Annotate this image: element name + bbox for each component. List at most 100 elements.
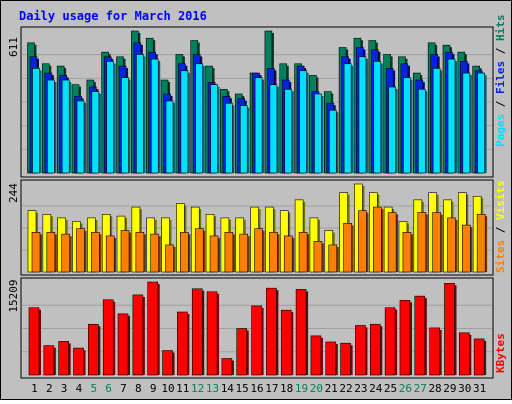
pages-bar <box>358 56 367 174</box>
kbytes-bar <box>177 311 188 376</box>
day-label: 21 <box>325 382 338 395</box>
day-label: 22 <box>339 382 352 395</box>
kbytes-bar <box>117 313 129 376</box>
kbytes-bar <box>340 342 351 376</box>
day-label: 18 <box>280 382 293 395</box>
kbytes-bar <box>266 287 277 376</box>
sites-bar <box>165 244 174 273</box>
legend-hits-files-pages: Pages / Files / Hits <box>494 15 507 148</box>
legend-kbytes: KBytes <box>494 333 507 373</box>
sites-bar <box>209 235 219 273</box>
legend-visits: Visits <box>494 180 507 220</box>
kbytes-bar <box>88 323 99 376</box>
kbytes-bar <box>221 358 233 376</box>
sites-bar <box>476 213 486 273</box>
sites-bar <box>91 232 100 273</box>
sites-bar <box>61 233 70 273</box>
sites-bar <box>105 235 115 273</box>
sites-bar <box>283 235 293 273</box>
pages-bar <box>76 100 85 174</box>
sites-bar <box>313 241 323 273</box>
pages-bar <box>373 61 382 174</box>
kbytes-bar <box>102 299 114 376</box>
pages-bar <box>106 61 114 174</box>
sites-bar <box>239 233 249 273</box>
kbytes-bar <box>459 332 470 376</box>
sites-bar <box>462 224 471 273</box>
max-label-hits: 611 <box>7 37 20 57</box>
sites-bar <box>343 223 352 273</box>
sites-bar <box>180 232 189 273</box>
pages-bar <box>150 58 159 174</box>
sites-bar <box>298 232 308 273</box>
pages-bar <box>388 86 396 174</box>
legend-separator: / <box>494 94 507 114</box>
kbytes-bar <box>28 307 40 376</box>
day-label: 3 <box>61 382 68 395</box>
pages-bar <box>269 84 278 174</box>
pages-bar <box>403 77 411 174</box>
day-label: 23 <box>354 382 367 395</box>
sites-bar <box>358 210 367 273</box>
legend-files: Files <box>494 61 507 94</box>
kbytes-bar <box>58 341 69 376</box>
kbytes-bar <box>384 307 396 376</box>
sites-bar <box>447 217 456 273</box>
day-label: 2 <box>46 382 53 395</box>
day-label: 28 <box>428 382 441 395</box>
kbytes-bar <box>206 291 218 376</box>
kbytes-bar <box>429 327 440 376</box>
day-label: 30 <box>458 382 471 395</box>
day-label: 24 <box>369 382 383 395</box>
sites-bar <box>150 233 160 273</box>
sites-bar <box>402 232 412 273</box>
legend-sites-visits: Sites / Visits <box>494 180 507 273</box>
sites-bar <box>387 212 397 273</box>
pages-bar <box>239 105 248 174</box>
day-label: 12 <box>191 382 204 395</box>
day-label: 26 <box>399 382 412 395</box>
pages-bar <box>418 89 426 174</box>
max-label-kbytes: 15209 <box>7 279 20 312</box>
sites-bar <box>31 232 41 273</box>
day-label: 16 <box>250 382 263 395</box>
pages-bar <box>447 58 456 174</box>
sites-bar <box>417 212 427 273</box>
pages-bar <box>254 77 263 174</box>
pages-bar <box>225 102 233 174</box>
pages-bar <box>136 54 144 174</box>
kbytes-bar <box>295 289 307 376</box>
kbytes-bar <box>132 294 144 376</box>
sites-bar <box>328 244 338 273</box>
legend-separator: / <box>494 220 507 240</box>
kbytes-bar <box>414 295 426 376</box>
legend-sites: Sites <box>494 240 507 273</box>
kbytes-bar <box>325 341 337 376</box>
day-label: 17 <box>265 382 278 395</box>
day-label: 10 <box>161 382 174 395</box>
axis-labels: 611 24 4 15209 Pages / Files / Hits Sites / V… <box>7 15 507 396</box>
pages-bar <box>61 79 70 174</box>
kbytes-bar <box>251 305 262 376</box>
day-label: 4 <box>76 382 83 395</box>
sites-bar <box>254 228 263 273</box>
pages-bar <box>195 63 204 174</box>
kbytes-bar <box>43 345 55 376</box>
pages-bar <box>462 72 471 174</box>
day-label: 20 <box>310 382 323 395</box>
kbytes-bar <box>280 309 292 376</box>
sites-bar <box>46 232 56 273</box>
kbytes-bar <box>236 328 248 376</box>
kbytes-bar <box>162 350 173 376</box>
pages-bar <box>180 70 189 174</box>
legend-hits: Hits <box>494 15 507 42</box>
day-label: 19 <box>295 382 308 395</box>
pages-bar <box>328 109 337 174</box>
sites-bar <box>135 232 145 273</box>
kbytes-bar <box>73 347 84 376</box>
kbytes-bar <box>191 288 203 376</box>
day-label: 1 <box>31 382 38 395</box>
day-label: 14 <box>221 382 235 395</box>
